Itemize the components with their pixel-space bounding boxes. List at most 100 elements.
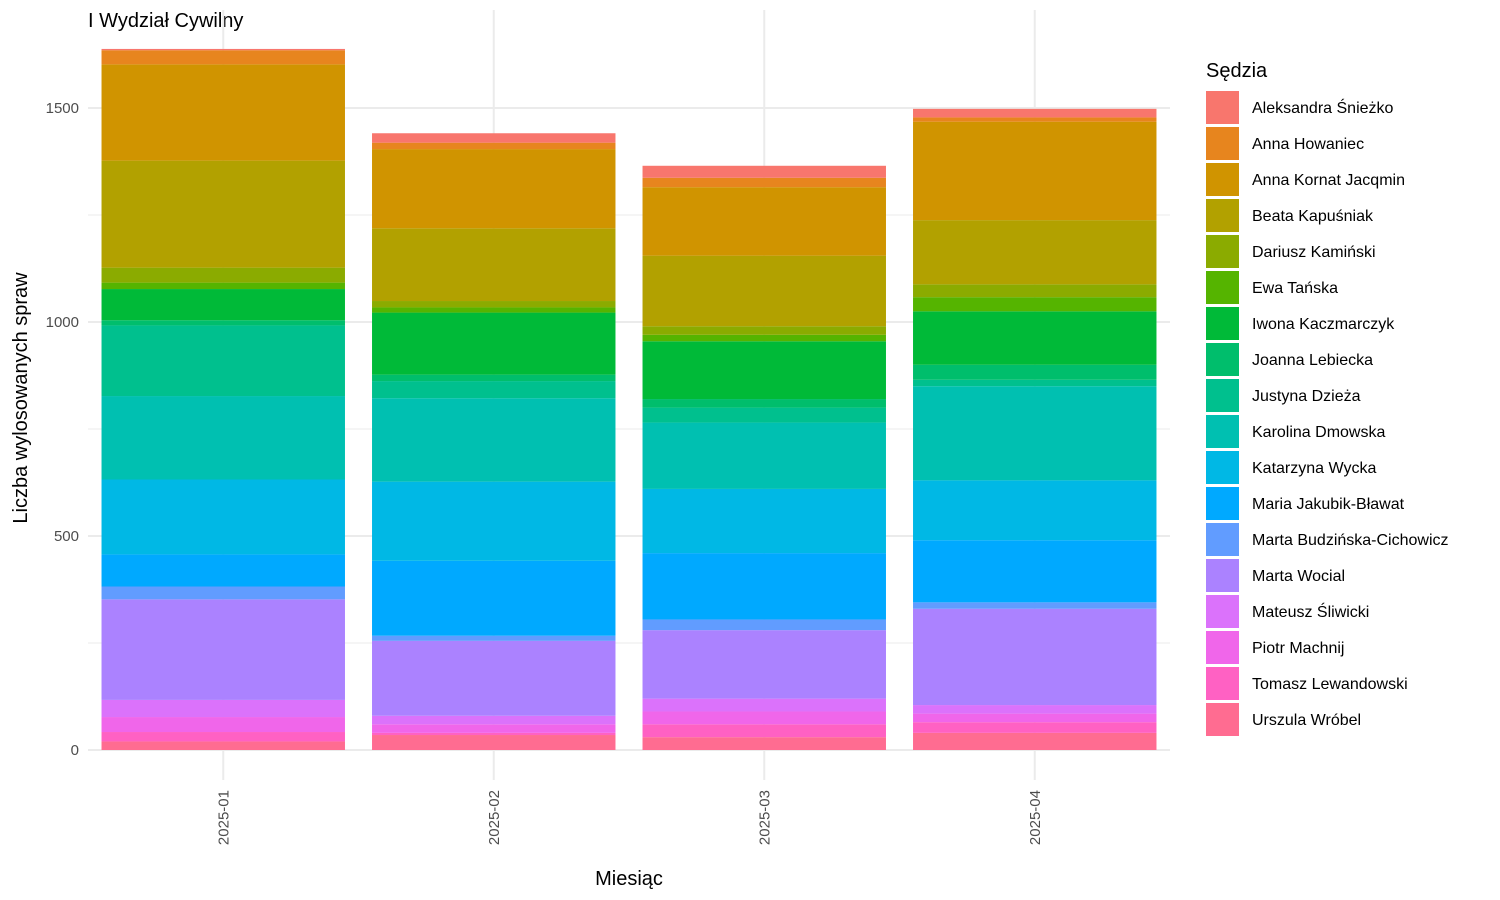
bar-segment xyxy=(101,50,345,65)
legend-swatch xyxy=(1206,487,1239,520)
bar-segment xyxy=(913,705,1157,714)
legend-label: Mateusz Śliwicki xyxy=(1252,602,1369,621)
x-tick-label: 2025-01 xyxy=(215,790,232,845)
bar-segment xyxy=(101,320,345,326)
bar-segment xyxy=(913,602,1157,609)
legend-swatch xyxy=(1206,595,1239,628)
bars xyxy=(101,48,1157,750)
bar-segment xyxy=(913,121,1157,221)
y-axis-title: Liczba wylosowanych spraw xyxy=(10,272,32,524)
bar-segment xyxy=(372,133,616,143)
bar-segment xyxy=(913,386,1157,481)
legend-label: Karolina Dmowska xyxy=(1252,424,1385,441)
legend-swatch xyxy=(1206,631,1239,664)
bar-segment xyxy=(372,307,616,313)
bar-segment xyxy=(913,608,1157,706)
y-axis: 0 500 1000 1500 xyxy=(46,100,79,759)
y-tick-label: 1500 xyxy=(46,100,79,117)
y-tick-label: 0 xyxy=(71,742,79,759)
bar-segment xyxy=(913,722,1157,733)
bar-segment xyxy=(642,407,886,423)
bar-segment xyxy=(372,735,616,750)
legend-label: Ewa Tańska xyxy=(1252,280,1338,297)
legend-label: Justyna Dzieża xyxy=(1252,388,1361,405)
bar-segment xyxy=(913,732,1157,750)
bar-segment xyxy=(101,586,345,600)
bar-segment xyxy=(642,724,886,738)
legend-swatch xyxy=(1206,91,1239,124)
legend-swatch xyxy=(1206,307,1239,340)
x-axis: 2025-01 2025-02 2025-03 2025-04 xyxy=(215,790,1044,845)
legend-swatch xyxy=(1206,127,1239,160)
bar-segment xyxy=(642,341,886,400)
legend-swatch xyxy=(1206,703,1239,736)
bar-segment xyxy=(642,399,886,408)
bar-segment xyxy=(372,228,616,302)
bar-segment xyxy=(642,488,886,554)
bar-segment xyxy=(101,741,345,750)
legend-label: Katarzyna Wycka xyxy=(1252,460,1376,477)
y-tick-label: 1000 xyxy=(46,314,79,331)
bar-segment xyxy=(913,540,1157,603)
bar-segment xyxy=(642,187,886,256)
legend-label: Anna Kornat Jacqmin xyxy=(1252,172,1405,189)
bar-segment xyxy=(372,312,616,375)
legend-label: Anna Howaniec xyxy=(1252,136,1364,153)
bar-segment xyxy=(372,724,616,733)
bar-segment xyxy=(372,481,616,561)
bar-segment xyxy=(372,374,616,382)
bar-segment xyxy=(101,325,345,397)
legend-label: Aleksandra Śnieżko xyxy=(1252,98,1394,117)
bar-segment xyxy=(101,282,345,290)
bar-segment xyxy=(372,301,616,308)
bar-segment xyxy=(101,479,345,555)
bar-segment xyxy=(372,640,616,716)
legend-swatch xyxy=(1206,667,1239,700)
bar-segment xyxy=(642,165,886,178)
x-tick-label: 2025-03 xyxy=(756,790,773,845)
bar-segment xyxy=(913,364,1157,380)
bar-segment xyxy=(642,334,886,342)
bar-segment xyxy=(913,297,1157,312)
bar-segment xyxy=(372,142,616,150)
legend-label: Tomasz Lewandowski xyxy=(1252,676,1408,693)
bar-segment xyxy=(101,554,345,587)
bar-segment xyxy=(642,737,886,750)
bar-segment xyxy=(642,619,886,631)
bar-segment xyxy=(101,160,345,268)
bar-segment xyxy=(372,149,616,229)
legend-label: Marta Budzińska-Cichowicz xyxy=(1252,532,1449,549)
bar-segment xyxy=(913,311,1157,365)
legend-swatch xyxy=(1206,379,1239,412)
legend-label: Dariusz Kamiński xyxy=(1252,244,1376,261)
bar-segment xyxy=(372,635,616,641)
bar-segment xyxy=(642,711,886,725)
bar-segment xyxy=(642,326,886,335)
legend-label: Marta Wocial xyxy=(1252,568,1345,585)
bar-segment xyxy=(913,480,1157,541)
legend-swatch xyxy=(1206,415,1239,448)
bar-segment xyxy=(101,396,345,480)
legend-title: Sędzia xyxy=(1206,60,1268,82)
legend-label: Iwona Kaczmarczyk xyxy=(1252,316,1395,333)
bar-segment xyxy=(913,108,1157,118)
legend-swatch xyxy=(1206,163,1239,196)
x-tick-label: 2025-04 xyxy=(1027,790,1044,845)
bar-segment xyxy=(642,177,886,188)
bar-segment xyxy=(101,599,345,700)
bar-segment xyxy=(101,64,345,161)
bar-segment xyxy=(372,560,616,636)
legend-label: Joanna Lebiecka xyxy=(1252,352,1373,369)
bar-segment xyxy=(642,422,886,489)
legend-swatch xyxy=(1206,199,1239,232)
bar-segment xyxy=(642,698,886,712)
legend-swatch xyxy=(1206,559,1239,592)
bar-segment xyxy=(101,732,345,742)
x-tick-label: 2025-02 xyxy=(486,790,503,845)
legend-swatch xyxy=(1206,451,1239,484)
bar-segment xyxy=(101,267,345,283)
x-axis-title: Miesiąc xyxy=(595,868,663,890)
legend-swatch xyxy=(1206,235,1239,268)
legend: Sędzia Aleksandra Śnieżko Anna Howaniec An… xyxy=(1206,60,1449,736)
